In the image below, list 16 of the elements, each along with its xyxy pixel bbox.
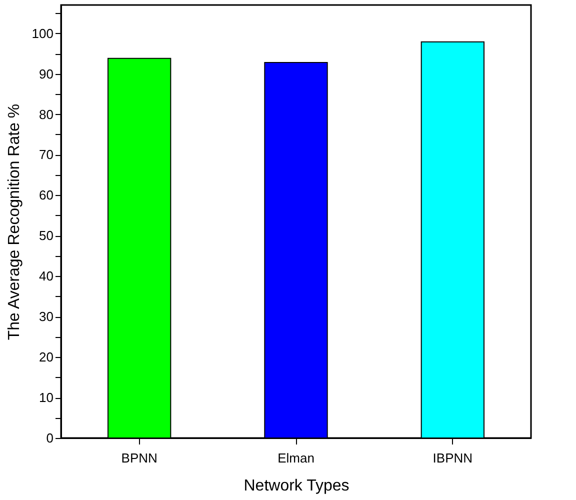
y-tick-label: 70 <box>39 147 54 162</box>
y-tick-label: 0 <box>46 430 54 446</box>
y-tick-label: 50 <box>39 228 54 244</box>
y-axis-title: The Average Recognition Rate % <box>6 104 23 340</box>
x-tick-label: BPNN <box>121 450 158 466</box>
y-tick-label: 100 <box>32 26 54 41</box>
x-tick-label: IBPNN <box>432 450 473 466</box>
y-tick-label: 90 <box>39 66 54 82</box>
y-tick-label: 30 <box>39 309 54 324</box>
y-tick-label: 20 <box>39 350 54 365</box>
y-tick-label: 40 <box>39 268 54 284</box>
x-axis-title: Network Types <box>244 478 350 494</box>
y-tick-label: 10 <box>39 390 54 406</box>
y-tick-label: 60 <box>39 188 54 203</box>
x-tick-label: Elman <box>278 450 314 466</box>
y-tick-label: 80 <box>39 106 54 122</box>
